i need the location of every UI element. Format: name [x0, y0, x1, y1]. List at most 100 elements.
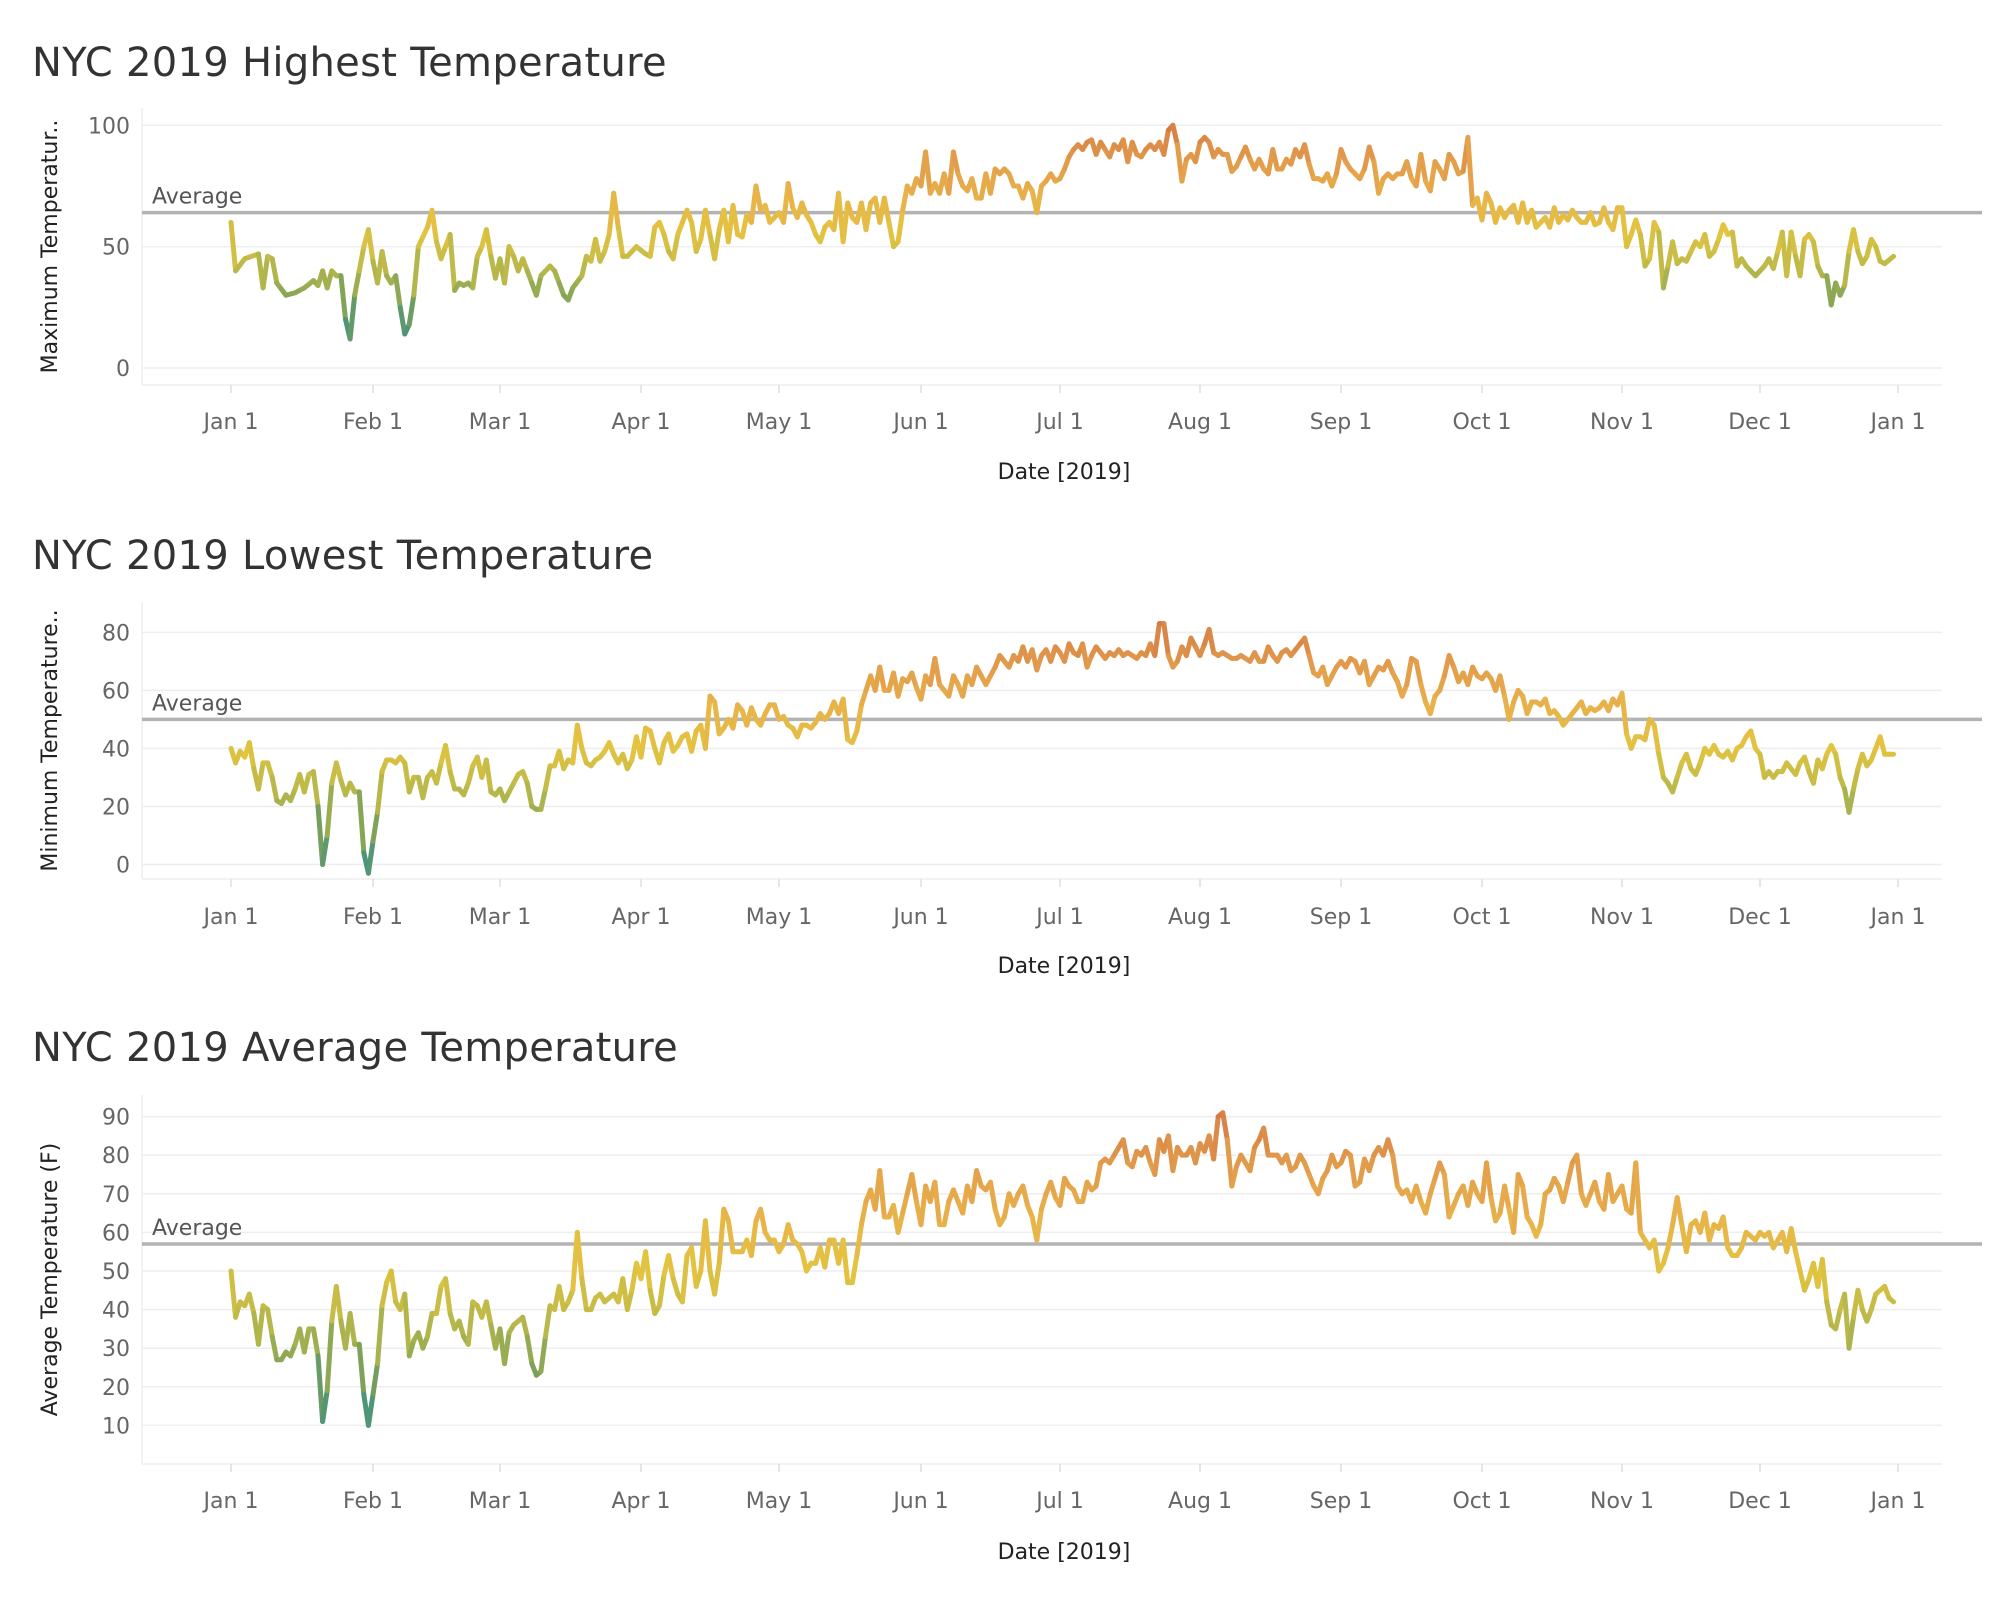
- series-segment: [1637, 232, 1648, 269]
- series-segment: [393, 273, 403, 310]
- series-segment: [941, 1199, 952, 1228]
- series-segment: [1413, 1183, 1424, 1205]
- series-segment: [388, 1268, 399, 1305]
- series-segment: [950, 149, 961, 177]
- series-segment: [1488, 1195, 1499, 1224]
- series-segment: [443, 743, 453, 775]
- series-segment: [1886, 1295, 1897, 1305]
- series-segment: [228, 219, 239, 274]
- series-segment: [909, 670, 919, 690]
- series-segment: [1619, 205, 1630, 250]
- y-tick-label: 80: [102, 621, 130, 646]
- series-segment: [1619, 1183, 1630, 1212]
- x-tick-label: Nov 1: [1590, 1489, 1654, 1514]
- x-tick-label: Dec 1: [1728, 410, 1792, 435]
- series-segment: [1855, 1287, 1865, 1313]
- series-segment: [1418, 151, 1429, 184]
- y-tick-label: 80: [102, 1144, 130, 1169]
- series-segment: [1170, 1144, 1180, 1174]
- series-segment: [638, 725, 649, 760]
- series-segment: [1206, 626, 1217, 656]
- series-segment: [1034, 653, 1044, 673]
- series-segment: [1170, 122, 1180, 148]
- series-segment: [702, 693, 713, 751]
- x-tick-label: Aug 1: [1168, 905, 1232, 930]
- series-segment: [881, 195, 892, 225]
- series-segment: [1656, 751, 1666, 780]
- series-segment: [1366, 1152, 1377, 1174]
- series-segment: [301, 1326, 312, 1355]
- chart-plot: 0 50 100 Jan 1 Feb 1 Mar 1 Apr 1 May 1 Jun 1 Jul …: [38, 108, 1982, 485]
- y-tick-label: 30: [102, 1337, 130, 1362]
- series-segment: [324, 1318, 335, 1394]
- series-segment: [1802, 754, 1812, 775]
- series-segment: [320, 1388, 330, 1425]
- x-tick-label: Jun 1: [891, 905, 948, 930]
- series-segment: [1229, 1164, 1239, 1189]
- series-segment: [762, 202, 773, 225]
- y-tick-label: 60: [102, 1221, 130, 1246]
- x-tick-label: Oct 1: [1452, 1489, 1511, 1514]
- series-segment: [1538, 1191, 1548, 1228]
- series-segment: [1665, 1222, 1676, 1251]
- y-tick-label: 40: [102, 737, 130, 762]
- series-segment: [1385, 1137, 1396, 1158]
- series-segment: [1683, 1222, 1694, 1255]
- series-segment: [1427, 1175, 1438, 1197]
- series-segment: [265, 760, 275, 780]
- series-segment: [988, 1179, 998, 1212]
- series-segment: [1797, 236, 1808, 279]
- y-axis-title: Maximum Temperatur..: [38, 120, 63, 374]
- series-segment: [1315, 1175, 1326, 1197]
- series-segment: [1610, 205, 1620, 233]
- y-tick-label: 100: [88, 114, 130, 139]
- series-segment: [538, 786, 548, 812]
- series-segment: [988, 166, 998, 196]
- series-segment: [923, 149, 933, 196]
- series-segment: [370, 809, 381, 844]
- series-segment: [1757, 751, 1767, 780]
- series-segment: [611, 190, 621, 230]
- series-segment: [434, 1283, 444, 1316]
- series-segment: [1833, 1307, 1843, 1332]
- series-segment: [333, 1283, 344, 1324]
- series-segment: [858, 1199, 869, 1228]
- series-segment: [758, 1206, 768, 1235]
- series-segment: [310, 1326, 321, 1359]
- series-segment: [1660, 1245, 1671, 1266]
- x-tick-label: Feb 1: [343, 905, 403, 930]
- series-segment: [579, 1276, 589, 1313]
- series-segment: [246, 740, 257, 772]
- series-segment: [365, 838, 376, 876]
- series-segment: [1619, 690, 1630, 737]
- series-segment: [1152, 1137, 1162, 1177]
- series-segment: [1465, 134, 1476, 208]
- series-segment: [1441, 1171, 1452, 1220]
- series-segment: [1868, 1291, 1879, 1313]
- series-segment: [1306, 653, 1317, 676]
- series-segment: [1702, 232, 1712, 259]
- series-segment: [1427, 693, 1438, 717]
- series-segment: [542, 763, 553, 792]
- series-segment: [702, 1218, 713, 1274]
- series-segment: [269, 774, 280, 804]
- series-segment: [1793, 1249, 1803, 1274]
- x-tick-label: Jan 1: [202, 1489, 259, 1514]
- series-segment: [370, 1361, 381, 1398]
- series-segment: [895, 1210, 906, 1235]
- series-segment: [845, 200, 855, 221]
- series-segment: [1810, 239, 1821, 269]
- y-tick-label: 50: [102, 1260, 130, 1285]
- series-segment: [615, 224, 626, 259]
- series-segment: [1788, 229, 1799, 259]
- chart-plot: 0 20 40 60 80 Jan 1 Feb 1 Mar 1 Apr 1 May 1 Jun 1 J…: [38, 602, 1982, 979]
- x-tick-label: May 1: [746, 1489, 812, 1514]
- series-segment: [854, 1222, 864, 1259]
- series-segment: [1179, 156, 1189, 184]
- temperature-series: [228, 122, 1897, 342]
- series-segment: [1484, 1160, 1494, 1201]
- series-segment: [689, 728, 699, 754]
- series-segment: [1850, 227, 1861, 254]
- series-segment: [424, 1310, 435, 1340]
- series-segment: [895, 207, 906, 245]
